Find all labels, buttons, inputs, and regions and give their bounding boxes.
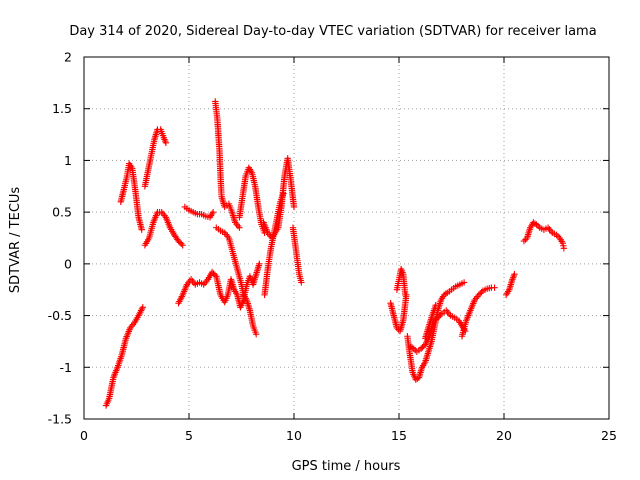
y-tick-labels: -1.5 -1 -0.5 0 0.5 1 1.5 2 — [48, 50, 72, 427]
data-point — [491, 284, 498, 291]
y-tick-label: 0 — [64, 256, 72, 271]
data-point — [417, 345, 425, 352]
y-tick-label: -1.5 — [48, 412, 72, 427]
x-tick-label: 20 — [496, 428, 512, 443]
data-point — [434, 314, 442, 321]
x-tick-label: 10 — [286, 428, 302, 443]
y-tick-label: 1.5 — [52, 101, 72, 116]
data-point — [253, 330, 260, 338]
data-point — [511, 271, 518, 278]
y-tick-label: 0.5 — [52, 205, 72, 220]
data-point — [138, 226, 145, 233]
data-points — [102, 98, 568, 409]
data-point-trace — [419, 344, 426, 351]
data-point — [209, 208, 217, 216]
data-point — [290, 203, 298, 211]
data-point — [520, 237, 528, 245]
data-point — [139, 304, 146, 311]
data-point-trace — [211, 271, 219, 279]
data-point — [460, 279, 468, 286]
y-tick-label: -1 — [60, 360, 72, 375]
x-tick-label: 25 — [601, 428, 617, 443]
data-point — [162, 139, 170, 147]
plot-frame — [83, 56, 610, 420]
data-point — [553, 231, 560, 239]
data-point-trace — [534, 222, 542, 230]
data-point-trace — [178, 240, 185, 248]
x-axis-label: GPS time / hours — [292, 459, 401, 474]
data-point — [280, 190, 287, 197]
y-tick-label: 1 — [64, 153, 72, 168]
data-point — [179, 242, 186, 249]
chart-title: Day 314 of 2020, Sidereal Day-to-day VTE… — [69, 24, 596, 39]
data-point-trace — [478, 288, 485, 296]
y-axis-label: SDTVAR / TECUs — [8, 187, 23, 294]
x-tick-labels: 0 5 10 15 20 25 — [80, 428, 617, 443]
data-point — [256, 260, 263, 268]
data-point — [175, 237, 182, 245]
data-point-trace — [522, 236, 529, 243]
data-point — [475, 291, 482, 299]
data-point-trace — [477, 290, 484, 297]
data-point-trace — [554, 233, 562, 240]
data-point-trace — [442, 290, 449, 298]
data-point — [432, 302, 439, 309]
x-tick-label: 0 — [80, 428, 88, 443]
data-point — [236, 224, 243, 231]
data-point — [208, 268, 216, 276]
data-point — [560, 245, 568, 252]
y-tick-label: -0.5 — [48, 308, 72, 323]
y-tick-label: 2 — [64, 50, 72, 65]
x-tick-label: 15 — [391, 428, 407, 443]
data-point-trace — [436, 313, 443, 320]
x-tick-label: 5 — [185, 428, 193, 443]
data-point — [533, 221, 540, 228]
data-point-trace — [176, 239, 184, 246]
data-point — [410, 345, 417, 352]
data-point — [402, 291, 409, 299]
data-point-trace — [437, 311, 444, 319]
data-point-trace — [210, 270, 217, 277]
data-point — [298, 279, 305, 286]
